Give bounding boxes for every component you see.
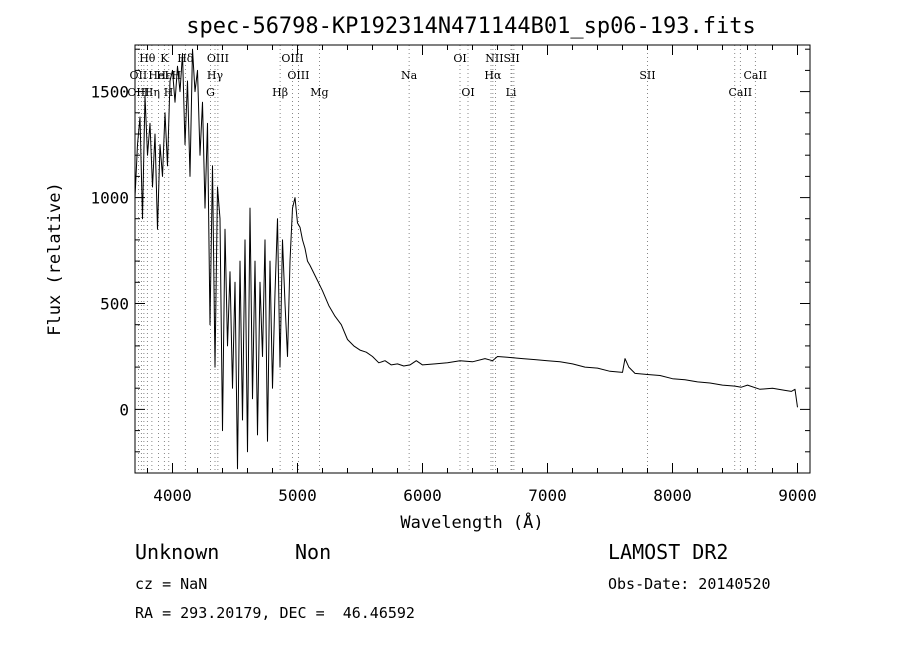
spectral-line-label-12: Na (401, 69, 418, 82)
spectral-line-label-13: Hα (484, 69, 502, 82)
spectral-line-label-16: OIII (127, 86, 149, 99)
spectral-line-label-6: NIISII (485, 52, 520, 65)
axis-ticks: 4000 5000 6000 7000 8000 9000 0 500 1000 1500 (90, 45, 817, 505)
redshift-cz: cz = NaN (135, 575, 208, 593)
spectral-line-label-4: OIII (281, 52, 303, 65)
spectral-line-label-24: CaII (728, 86, 752, 99)
x-tick-label-4000: 4000 (153, 486, 192, 505)
spectral-line-label-10: Hγ (207, 69, 224, 82)
x-tick-label-6000: 6000 (403, 486, 442, 505)
chart-title: spec-56798-KP192314N471144B01_sp06-193.f… (186, 14, 756, 39)
flux-line-0 (134, 48, 798, 470)
spectral-line-label-19: G (206, 86, 215, 99)
spectral-line-label-0: Hθ (139, 52, 156, 65)
spectral-line-label-20: Hβ (272, 86, 288, 99)
spectral-line-label-7: OII (130, 69, 148, 82)
spectral-line-label-18: H (164, 86, 174, 99)
y-tick-label-500: 500 (100, 295, 129, 314)
survey-name: LAMOST DR2 (608, 540, 729, 564)
y-tick-label-0: 0 (119, 400, 129, 419)
spectral-line-label-2: Hδ (177, 52, 194, 65)
spectral-line-label-3: OIII (207, 52, 229, 65)
obs-date: Obs-Date: 20140520 (608, 575, 771, 593)
object-subclass: Non (295, 540, 332, 564)
spectral-line-label-17: Hη (144, 86, 160, 99)
spectral-line-label-11: OIII (287, 69, 309, 82)
x-tick-label-5000: 5000 (278, 486, 317, 505)
y-tick-label-1000: 1000 (90, 189, 129, 208)
flux-series (134, 48, 798, 470)
spectral-line-label-23: Li (506, 86, 517, 99)
spectral-line-label-21: Mg (310, 86, 328, 99)
object-class: Unknown (135, 540, 220, 564)
spectral-line-label-15: CaII (743, 69, 767, 82)
x-tick-label-7000: 7000 (528, 486, 567, 505)
line-markers (138, 45, 756, 473)
y-axis-label: Flux (relative) (45, 182, 65, 336)
spectral-line-label-9: HεH (156, 69, 181, 82)
x-axis-label: Wavelength (Å) (400, 511, 543, 533)
spectral-line-label-14: SII (639, 69, 655, 82)
spectral-line-label-8: HeI (148, 69, 168, 82)
x-tick-label-9000: 9000 (778, 486, 817, 505)
spectral-line-label-5: OI (453, 52, 466, 65)
spectral-line-label-1: K (160, 52, 169, 65)
x-tick-label-8000: 8000 (653, 486, 692, 505)
spectral-line-label-22: OI (461, 86, 474, 99)
ra-dec: RA = 293.20179, DEC = 46.46592 (135, 604, 415, 622)
y-tick-label-1500: 1500 (90, 83, 129, 102)
